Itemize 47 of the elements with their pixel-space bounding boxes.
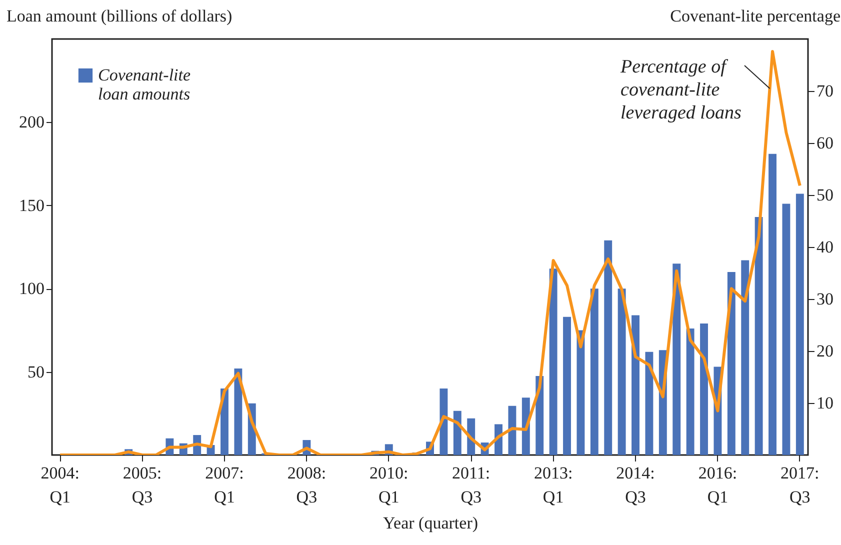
bar <box>618 288 626 455</box>
x-axis-title: Year (quarter) <box>382 514 478 532</box>
bar <box>754 217 763 455</box>
bar <box>768 154 776 455</box>
y-tick-label: 100 <box>19 279 44 298</box>
x-tick-label: 2008: Q3 <box>287 464 326 506</box>
y2-axis-title: Covenant-lite percentage <box>670 6 840 26</box>
bar <box>508 406 516 455</box>
bar <box>453 410 462 455</box>
bar <box>741 260 750 455</box>
bar <box>604 240 612 455</box>
y-tick-label: 200 <box>19 112 44 132</box>
y2-tick-label: 50 <box>816 186 834 204</box>
x-tick-label: 2010: Q1 <box>370 464 408 506</box>
bar <box>234 368 242 455</box>
x-tick-label: 2014: Q3 <box>616 464 655 506</box>
x-tick-label: 2007: Q1 <box>205 464 244 506</box>
x-tick-label: 2005: Q3 <box>122 464 162 506</box>
line-series <box>58 50 802 455</box>
x-tick-label: 2011: Q3 <box>452 464 490 506</box>
bar <box>590 288 598 455</box>
x-tick-label: 2016: Q1 <box>698 464 738 506</box>
y2-tick-label: 60 <box>816 134 834 152</box>
bar <box>782 204 790 455</box>
x-tick-label: 2017: Q3 <box>780 464 820 506</box>
y2-tick-label: 30 <box>816 290 834 308</box>
y2-tick-label: 20 <box>816 342 834 360</box>
y-tick-label: 150 <box>19 196 44 215</box>
y-axis-title: Loan amount (billions of dollars) <box>6 6 232 26</box>
x-tick-label: 2004: Q1 <box>40 464 80 506</box>
bar <box>727 272 736 455</box>
bar <box>686 328 694 455</box>
bar <box>632 315 640 455</box>
y2-tick-label: 10 <box>816 394 834 412</box>
x-tick-label: 2013: Q1 <box>534 464 573 506</box>
bar <box>549 268 558 455</box>
y-tick-label: 50 <box>28 362 44 382</box>
bar <box>796 194 804 455</box>
y2-tick-label: 40 <box>816 238 834 256</box>
bar <box>700 324 708 455</box>
bar <box>440 388 448 455</box>
legend-label: Covenant-lite loan amounts <box>98 66 191 104</box>
bar <box>563 316 571 455</box>
series-label: Percentage of covenant-lite leveraged loans <box>620 56 742 124</box>
bar <box>645 352 654 455</box>
bar <box>576 330 585 455</box>
y2-tick-label: 70 <box>816 82 834 100</box>
